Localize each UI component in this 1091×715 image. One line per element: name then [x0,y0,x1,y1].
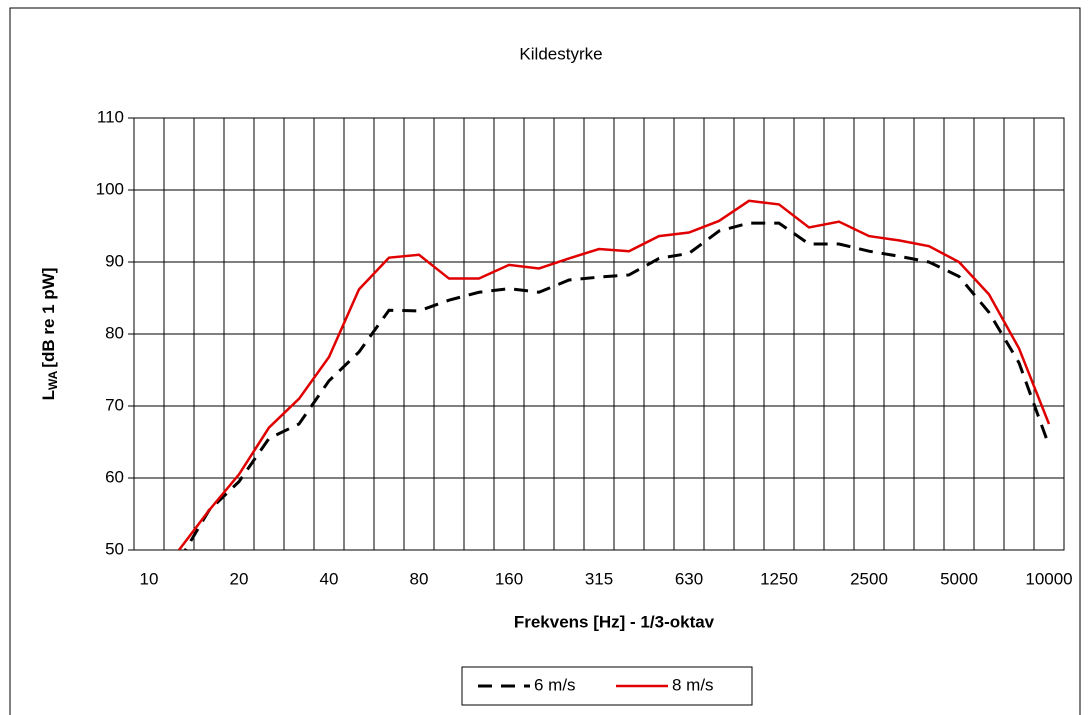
x-tick-label: 2500 [850,569,888,588]
x-tick-label: 80 [410,569,429,588]
x-axis-label: Frekvens [Hz] - 1/3-oktav [514,612,715,631]
y-tick-label: 90 [105,251,124,270]
x-tick-label: 20 [230,569,249,588]
x-tick-label: 630 [675,569,703,588]
y-label-unit: [dB re 1 pW] [39,268,58,368]
chart-title: Kildestyrke [519,44,602,63]
y-tick-label: 60 [105,467,124,486]
y-tick-label: 100 [96,179,124,198]
x-tick-label: 10 [140,569,159,588]
y-tick-label: 110 [97,107,124,126]
x-tick-label: 160 [495,569,523,588]
series-line [183,221,1051,550]
y-tick-label: 50 [105,539,124,558]
x-tick-label: 5000 [940,569,978,588]
x-tick-label: 315 [585,569,613,588]
y-tick-label: 80 [105,323,124,342]
series-line [178,199,1051,550]
legend-label: 6 m/s [534,675,576,694]
x-tick-label: 1250 [760,569,798,588]
y-axis-label: LWA [dB re 1 pW] [39,268,60,401]
chart-frame [9,7,1081,715]
legend-label: 8 m/s [672,675,714,694]
y-tick-label: 70 [105,395,124,414]
x-tick-label: 10000 [1025,569,1072,588]
plot-border [133,117,1065,551]
y-label-subscript: WA [46,370,60,390]
x-tick-label: 40 [320,569,339,588]
y-label-symbol: L [39,390,58,400]
